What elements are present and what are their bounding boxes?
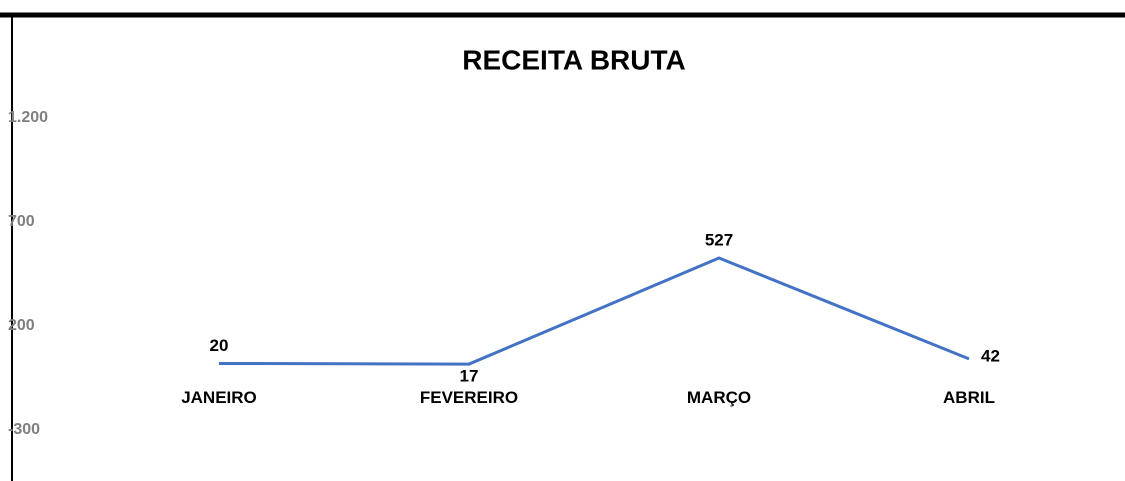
x-tick-label: JANEIRO bbox=[181, 388, 257, 407]
data-label: 20 bbox=[210, 336, 229, 355]
data-line bbox=[218, 256, 970, 366]
chart-title: RECEITA BRUTA bbox=[462, 44, 685, 75]
y-tick-label: 700 bbox=[8, 213, 35, 230]
data-label: 527 bbox=[705, 230, 733, 249]
y-tick-label: 1.200 bbox=[8, 109, 48, 126]
x-tick-label: FEVEREIRO bbox=[420, 388, 518, 407]
y-tick-label: 200 bbox=[8, 317, 35, 334]
x-tick-label: MARÇO bbox=[687, 388, 751, 407]
x-tick-label: ABRIL bbox=[943, 388, 995, 407]
data-label: 42 bbox=[981, 346, 1000, 365]
data-label: 17 bbox=[460, 367, 479, 386]
y-tick-label: -300 bbox=[8, 421, 40, 438]
